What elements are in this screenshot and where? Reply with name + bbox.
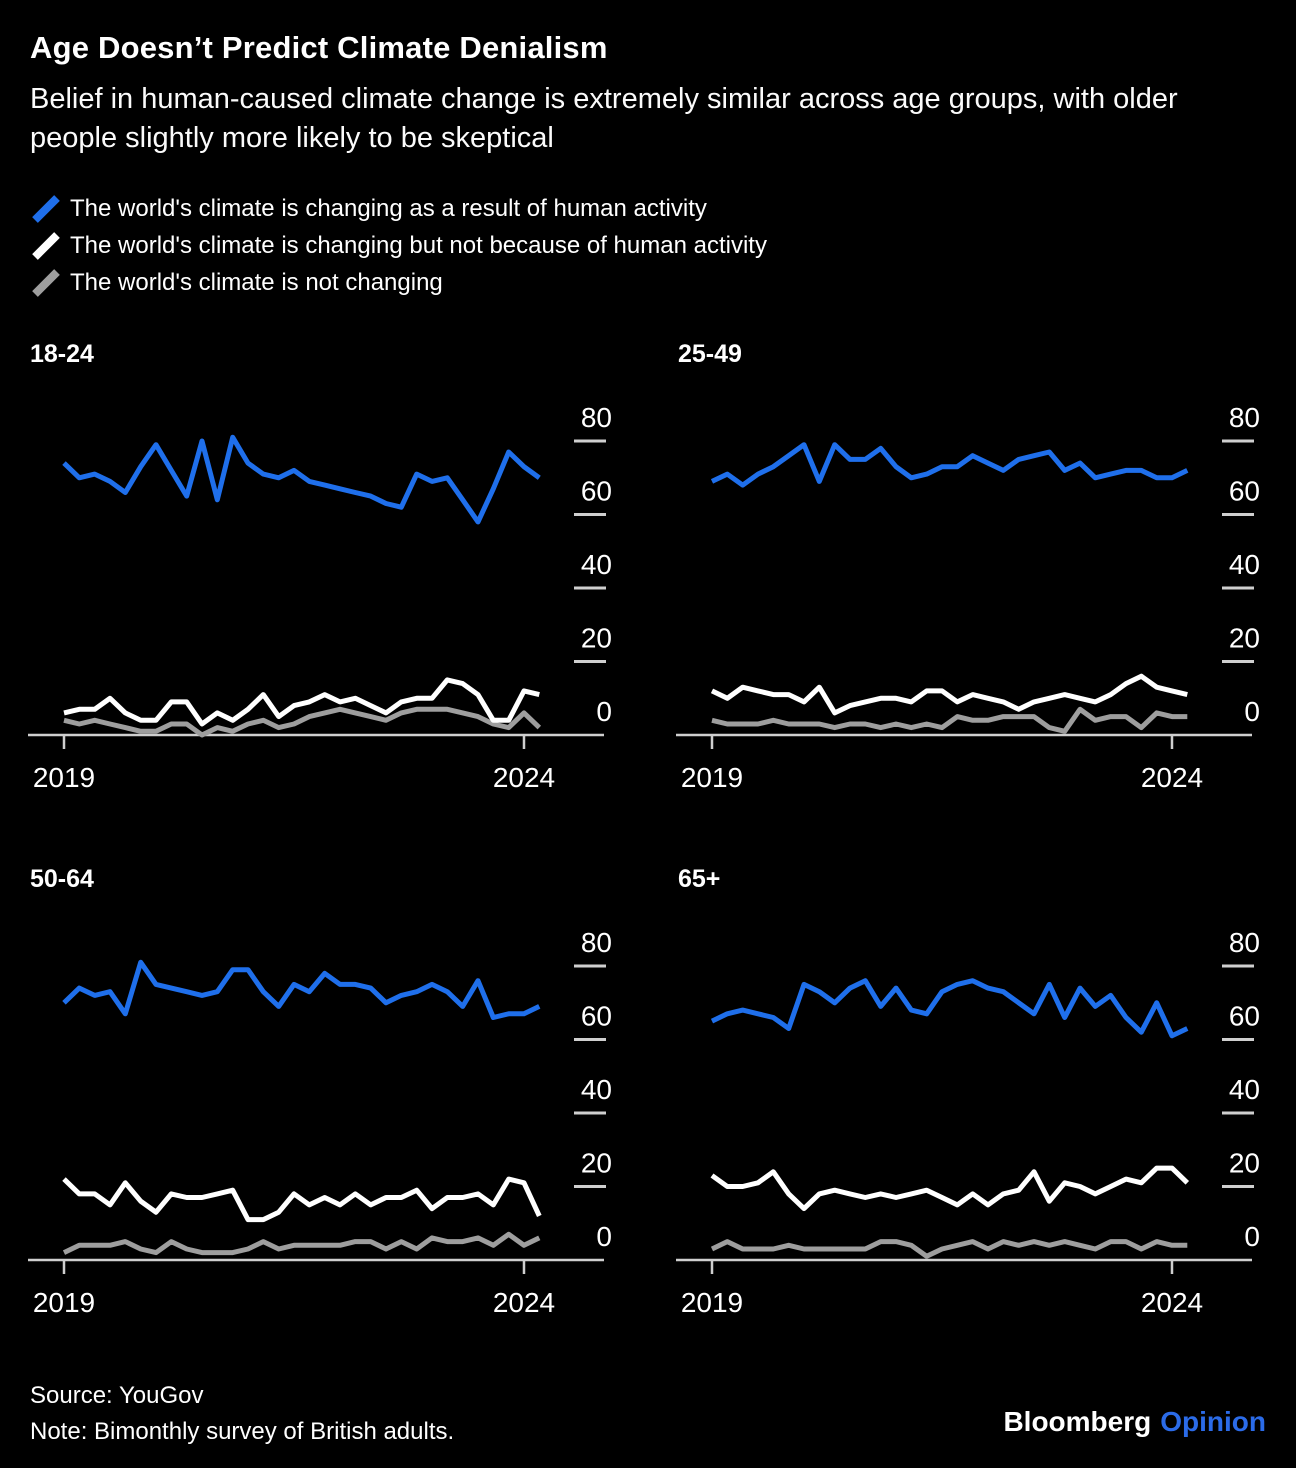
svg-text:2019: 2019 xyxy=(681,762,743,793)
svg-text:2024: 2024 xyxy=(493,762,555,793)
svg-text:60: 60 xyxy=(581,476,612,507)
legend: The world's climate is changing as a res… xyxy=(30,190,767,301)
page-subtitle: Belief in human-caused climate change is… xyxy=(30,83,1178,154)
line-chart-18-24: 80 60 40 20 0 2019 2024 xyxy=(28,402,612,793)
svg-text:60: 60 xyxy=(1229,1001,1260,1032)
blue-slash-icon xyxy=(32,194,60,223)
legend-label: The world's climate is changing but not … xyxy=(70,231,767,259)
page-title: Age Doesn’t Predict Climate Denialism xyxy=(30,30,608,65)
svg-text:20: 20 xyxy=(581,623,612,654)
chart-header: Age Doesn’t Predict Climate Denialism Be… xyxy=(30,30,1270,158)
legend-item-not-human-activity: The world's climate is changing but not … xyxy=(30,227,767,264)
svg-text:2019: 2019 xyxy=(33,762,95,793)
source-note: Source: YouGov xyxy=(30,1382,204,1409)
panel-title: 18-24 xyxy=(30,340,94,368)
svg-text:80: 80 xyxy=(581,927,612,958)
line-chart-25-49: 80 60 40 20 0 2019 2024 xyxy=(676,402,1260,793)
svg-text:40: 40 xyxy=(1229,1074,1260,1105)
svg-text:80: 80 xyxy=(581,402,612,433)
panel-title: 25-49 xyxy=(678,340,742,368)
svg-text:0: 0 xyxy=(596,696,612,727)
panel-title: 65+ xyxy=(678,865,721,893)
chart-panel-18-24: 18-24 80 60 40 20 0 2019 2024 xyxy=(0,330,648,855)
svg-text:60: 60 xyxy=(1229,476,1260,507)
chart-panel-25-49: 25-49 80 60 40 20 0 2019 2024 xyxy=(648,330,1296,855)
legend-item-human-activity: The world's climate is changing as a res… xyxy=(30,190,767,227)
svg-text:80: 80 xyxy=(1229,402,1260,433)
line-chart-65-plus: 80 60 40 20 0 2019 2024 xyxy=(676,927,1260,1318)
svg-text:2024: 2024 xyxy=(1141,762,1203,793)
legend-label: The world's climate is not changing xyxy=(70,268,443,296)
svg-text:40: 40 xyxy=(581,1074,612,1105)
logo-bloomberg: Bloomberg xyxy=(1003,1406,1152,1437)
bloomberg-opinion-logo: Bloomberg Opinion xyxy=(1003,1406,1266,1438)
chart-panel-50-64: 50-64 80 60 40 20 0 2019 2024 xyxy=(0,855,648,1380)
svg-text:80: 80 xyxy=(1229,927,1260,958)
method-note: Note: Bimonthly survey of British adults… xyxy=(30,1418,455,1445)
svg-text:0: 0 xyxy=(1244,1221,1260,1252)
svg-text:60: 60 xyxy=(581,1001,612,1032)
svg-text:0: 0 xyxy=(596,1221,612,1252)
panel-title: 50-64 xyxy=(30,865,94,893)
svg-text:20: 20 xyxy=(1229,1148,1260,1179)
svg-text:20: 20 xyxy=(581,1148,612,1179)
svg-text:2024: 2024 xyxy=(493,1287,555,1318)
white-slash-icon xyxy=(32,231,60,260)
svg-text:0: 0 xyxy=(1244,696,1260,727)
svg-text:40: 40 xyxy=(581,549,612,580)
svg-text:40: 40 xyxy=(1229,549,1260,580)
legend-label: The world's climate is changing as a res… xyxy=(70,194,707,222)
logo-opinion: Opinion xyxy=(1160,1406,1266,1437)
gray-slash-icon xyxy=(32,268,60,297)
line-chart-50-64: 80 60 40 20 0 2019 2024 xyxy=(28,927,612,1318)
chart-panel-65-plus: 65+ 80 60 40 20 0 2019 2024 xyxy=(648,855,1296,1380)
svg-text:20: 20 xyxy=(1229,623,1260,654)
svg-text:2019: 2019 xyxy=(681,1287,743,1318)
legend-item-not-changing: The world's climate is not changing xyxy=(30,264,767,301)
footer: Source: YouGov Note: Bimonthly survey of… xyxy=(30,1378,454,1450)
svg-text:2019: 2019 xyxy=(33,1287,95,1318)
svg-text:2024: 2024 xyxy=(1141,1287,1203,1318)
